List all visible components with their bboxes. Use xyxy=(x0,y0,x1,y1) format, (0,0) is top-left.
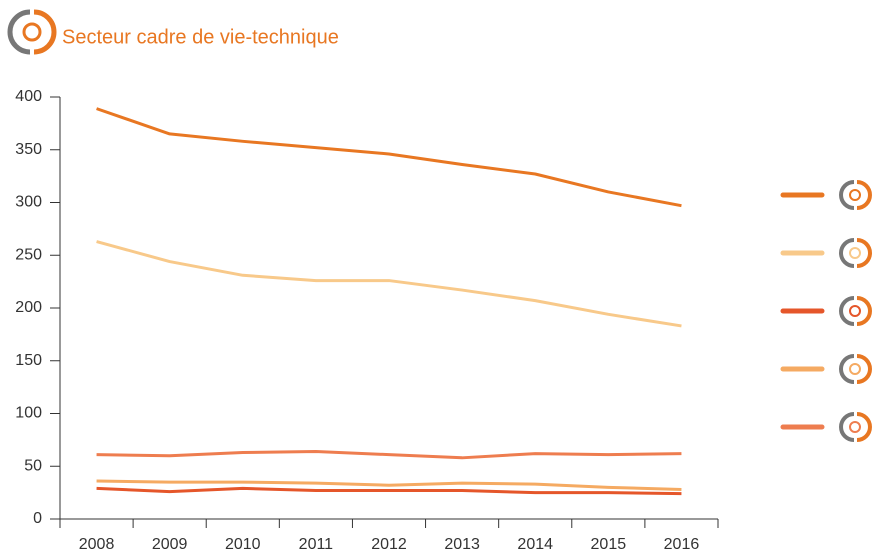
legend-icon xyxy=(856,354,872,384)
series-line xyxy=(96,486,682,496)
legend-icon xyxy=(849,189,861,201)
y-tick-label: 50 xyxy=(24,457,42,474)
x-tick-label: 2014 xyxy=(517,536,553,553)
y-tick-label: 100 xyxy=(15,405,42,422)
y-tick-label: 0 xyxy=(33,510,42,527)
legend-icon xyxy=(849,305,861,317)
legend-icon xyxy=(839,180,855,210)
x-tick-label: 2008 xyxy=(79,536,115,553)
x-tick-label: 2016 xyxy=(664,536,700,553)
x-tick-label: 2011 xyxy=(299,536,334,553)
y-tick-label: 250 xyxy=(15,246,42,263)
legend-icon xyxy=(839,412,855,442)
legend-icon xyxy=(839,296,855,326)
legend-icon xyxy=(856,238,872,268)
y-tick-label: 200 xyxy=(15,299,42,316)
x-tick-label: 2013 xyxy=(444,536,480,553)
x-tick-label: 2010 xyxy=(225,536,261,553)
series-line xyxy=(96,107,682,208)
series-line xyxy=(96,240,682,328)
y-tick-label: 300 xyxy=(15,194,42,211)
x-tick-label: 2012 xyxy=(371,536,407,553)
legend-icon xyxy=(849,421,861,433)
series-line xyxy=(96,479,682,491)
y-tick-label: 400 xyxy=(15,88,42,105)
legend-icon xyxy=(856,296,872,326)
x-tick-label: 2009 xyxy=(152,536,188,553)
legend-icon xyxy=(839,238,855,268)
legend-icon xyxy=(839,354,855,384)
legend-icon xyxy=(856,180,872,210)
series-line xyxy=(96,449,682,460)
legend-icon xyxy=(849,247,861,259)
legend-icon xyxy=(849,363,861,375)
title-icon xyxy=(7,9,57,55)
chart-title: Secteur cadre de vie-technique xyxy=(62,26,339,48)
x-tick-label: 2015 xyxy=(591,536,627,553)
y-tick-label: 350 xyxy=(15,141,42,158)
legend-icon xyxy=(856,412,872,442)
y-tick-label: 150 xyxy=(15,352,42,369)
